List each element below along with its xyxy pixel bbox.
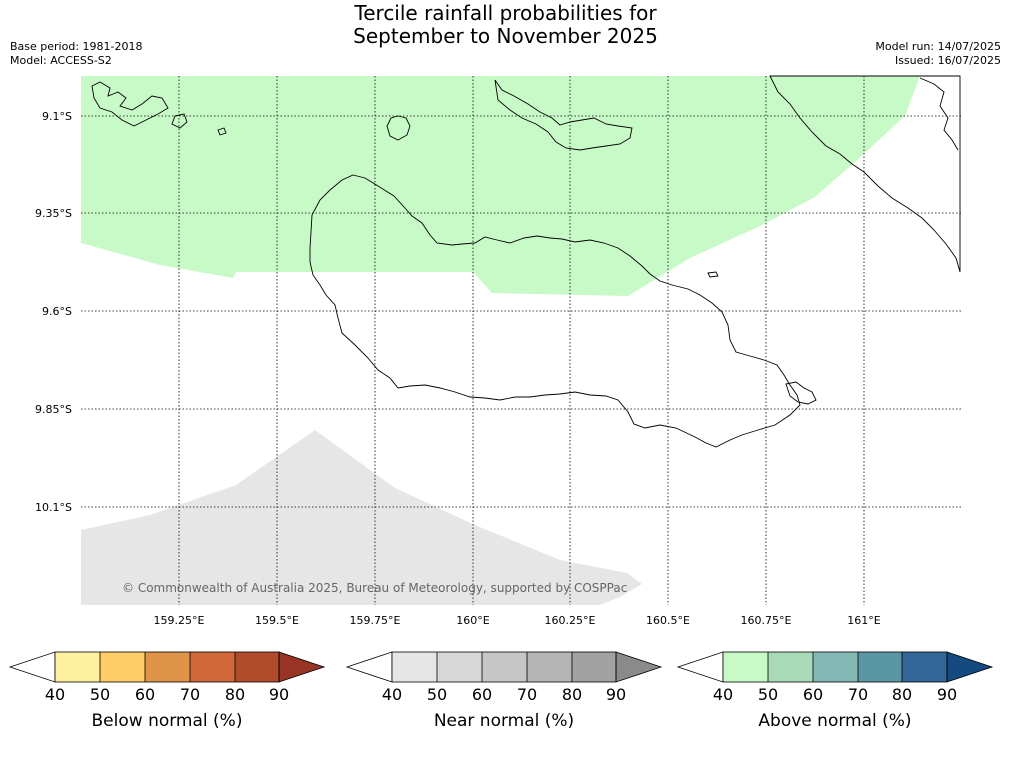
colorbar-tick: 90 xyxy=(606,685,626,704)
colorbar-cell xyxy=(858,652,902,682)
colorbar-tick: 70 xyxy=(517,685,537,704)
colorbar-tick: 40 xyxy=(45,685,65,704)
lon-label: 159.5°E xyxy=(255,614,299,627)
lon-labels: 159.25°E 159.5°E 159.75°E 160°E 160.25°E… xyxy=(154,614,881,627)
colorbar-near-normal: 40 50 60 70 80 90 Near normal (%) xyxy=(345,651,663,731)
lat-label: 9.6°S xyxy=(42,305,72,318)
colorbar-above-normal: 40 50 60 70 80 90 Above normal (%) xyxy=(676,651,994,731)
colorbar-cell xyxy=(437,652,482,682)
colorbar-cell xyxy=(100,652,145,682)
issued-date: Issued: 16/07/2025 xyxy=(894,54,1001,67)
lon-label: 160.5°E xyxy=(646,614,690,627)
lat-label: 10.1°S xyxy=(35,501,72,514)
near-normal-region xyxy=(81,430,642,605)
colorbar-cell xyxy=(482,652,527,682)
map-title-line1: Tercile rainfall probabilities for xyxy=(354,1,657,25)
colorbar-tick: 80 xyxy=(562,685,582,704)
colorbar-tick: 60 xyxy=(135,685,155,704)
lon-label: 160.25°E xyxy=(545,614,596,627)
colorbar-tick: 80 xyxy=(892,685,912,704)
colorbar-under-arrow xyxy=(676,651,724,683)
colorbar-caption: Near normal (%) xyxy=(434,711,574,731)
coastlines xyxy=(91,75,961,448)
lat-label: 9.85°S xyxy=(35,403,72,416)
colorbar-tick: 50 xyxy=(90,685,110,704)
colorbar-cell xyxy=(190,652,235,682)
colorbar-over-arrow xyxy=(946,651,994,683)
malaita-offshore-islets xyxy=(919,77,959,151)
colorbar-tick: 50 xyxy=(758,685,778,704)
lon-label: 159.25°E xyxy=(154,614,205,627)
colorbar-under-arrow xyxy=(8,651,56,683)
colorbar-tick: 70 xyxy=(180,685,200,704)
meta-left: Base period: 1981-2018 Model: ACCESS-S2 xyxy=(10,40,142,68)
colorbar-cell xyxy=(902,652,947,682)
colorbar-tick: 60 xyxy=(472,685,492,704)
lon-label: 159.75°E xyxy=(350,614,401,627)
marau-islets xyxy=(785,381,817,405)
colorbar-tick: 70 xyxy=(848,685,868,704)
nggela-islands-coastline xyxy=(494,79,633,151)
colorbar-tick: 60 xyxy=(803,685,823,704)
colorbar-tick: 90 xyxy=(937,685,957,704)
colorbar-cell xyxy=(723,652,768,682)
colorbar-cell xyxy=(55,652,100,682)
russell-islands-coastline xyxy=(91,81,169,127)
copyright-notice: © Commonwealth of Australia 2025, Bureau… xyxy=(122,581,627,595)
lon-label: 160.75°E xyxy=(741,614,792,627)
colorbar-cell xyxy=(813,652,858,682)
colorbar-tick: 40 xyxy=(382,685,402,704)
lat-label: 9.35°S xyxy=(35,207,72,220)
colorbar-cell xyxy=(768,652,813,682)
guadalcanal-coastline xyxy=(309,174,801,448)
colorbar-tick: 80 xyxy=(225,685,245,704)
map-title-line2: September to November 2025 xyxy=(353,24,658,48)
model-run: Model run: 14/07/2025 xyxy=(875,40,1001,53)
colorbar-over-arrow xyxy=(615,651,663,683)
colorbar-cell xyxy=(235,652,279,682)
colorbar-under-arrow xyxy=(345,651,393,683)
colorbar-cell xyxy=(527,652,572,682)
colorbar-over-arrow xyxy=(278,651,326,683)
colorbar-frame xyxy=(722,651,948,683)
base-period: Base period: 1981-2018 xyxy=(10,40,143,53)
colorbar-caption: Below normal (%) xyxy=(92,711,243,731)
colorbar-cell xyxy=(392,652,437,682)
lat-label: 9.1°S xyxy=(42,110,72,123)
colorbar-frame xyxy=(391,651,617,683)
savo-island-coastline xyxy=(386,115,411,141)
colorbar-cell xyxy=(145,652,190,682)
colorbar-cell xyxy=(572,652,616,682)
graticule xyxy=(81,76,961,605)
colorbar-caption: Above normal (%) xyxy=(758,711,911,731)
russell-small-island xyxy=(171,113,188,129)
colorbar-tick: 90 xyxy=(269,685,289,704)
model-name: Model: ACCESS-S2 xyxy=(10,54,112,67)
malaita-coastline xyxy=(769,75,961,273)
small-islet xyxy=(707,271,719,278)
colorbar-below-normal: 40 50 60 70 80 90 Below normal (%) xyxy=(8,651,326,731)
lat-labels: 9.1°S 9.35°S 9.6°S 9.85°S 10.1°S xyxy=(35,110,72,514)
colorbar-tick: 50 xyxy=(427,685,447,704)
colorbar-frame xyxy=(54,651,280,683)
meta-right: Model run: 14/07/2025 Issued: 16/07/2025 xyxy=(875,40,1001,68)
lon-label: 161°E xyxy=(847,614,880,627)
above-normal-region xyxy=(81,76,920,296)
lon-label: 160°E xyxy=(456,614,489,627)
colorbar-tick: 40 xyxy=(713,685,733,704)
russell-islet xyxy=(217,127,227,136)
